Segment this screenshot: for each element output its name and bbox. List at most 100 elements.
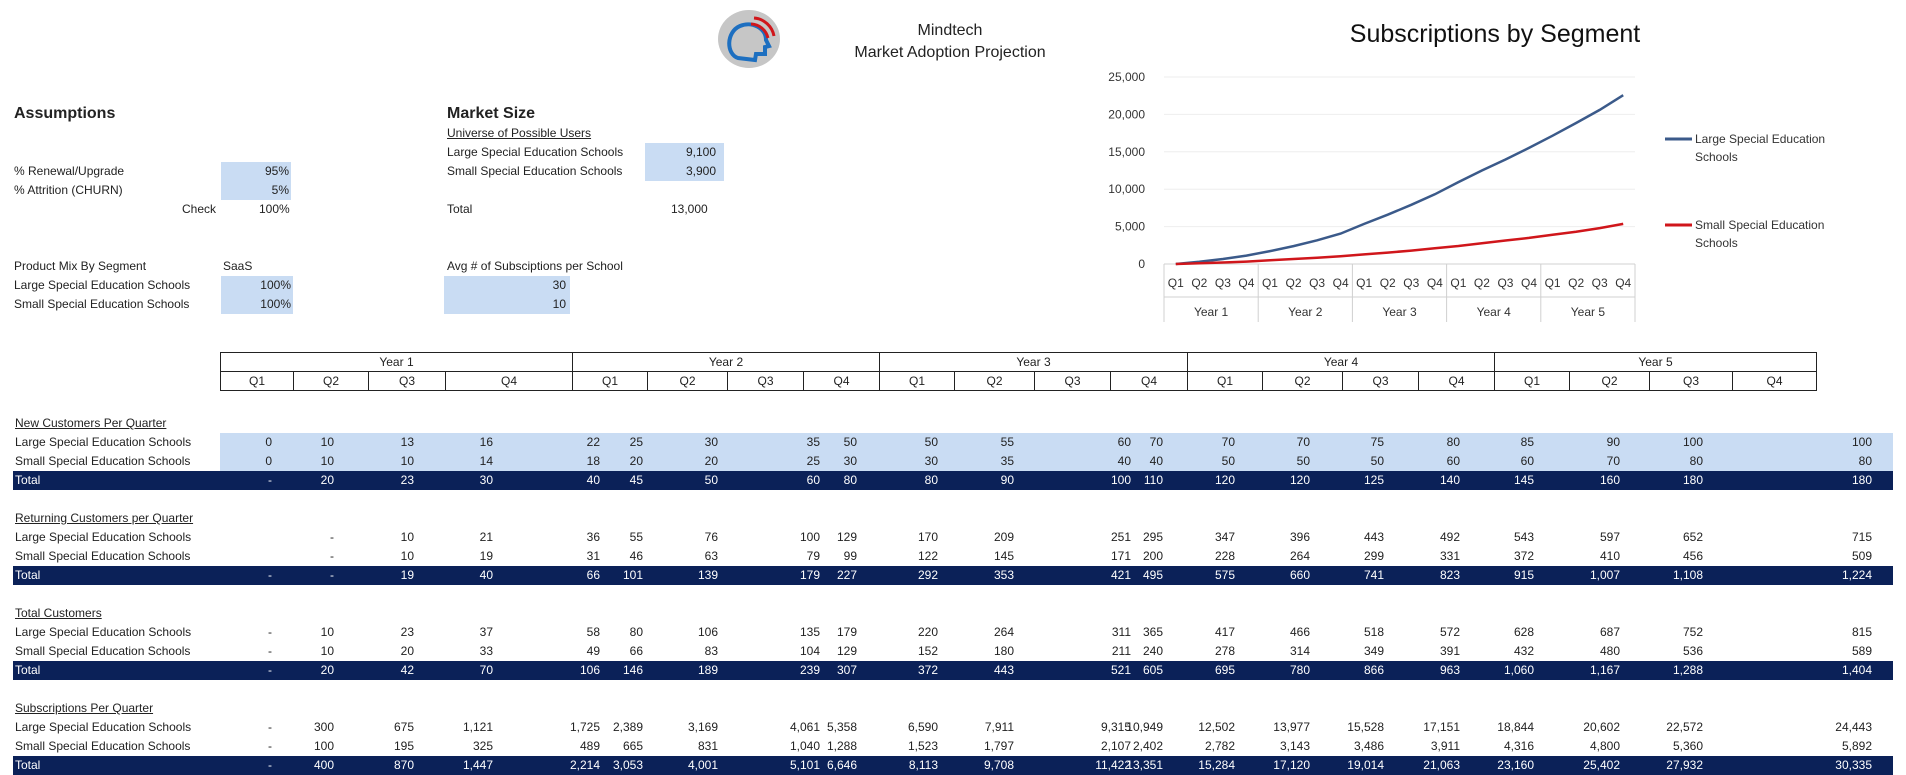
avg-small-input[interactable]: 10 xyxy=(444,295,570,314)
table-cell[interactable]: 25 xyxy=(629,435,643,449)
mix-large-input[interactable]: 100% xyxy=(221,276,293,295)
table-cell[interactable]: 30 xyxy=(704,435,718,449)
table-cell[interactable]: 13 xyxy=(400,435,414,449)
table-cell[interactable]: 40 xyxy=(1149,454,1163,468)
table-cell: 521 xyxy=(1110,663,1131,677)
table-cell: - xyxy=(330,549,334,563)
table-cell[interactable]: 18 xyxy=(586,454,600,468)
head-profile-icon xyxy=(716,8,782,70)
table-cell[interactable]: 60 xyxy=(1117,435,1131,449)
table-cell[interactable]: 50 xyxy=(843,435,857,449)
table-cell: 6,590 xyxy=(907,720,938,734)
renewal-input[interactable]: 95% xyxy=(221,162,291,181)
table-cell[interactable]: 22 xyxy=(586,435,600,449)
table-cell[interactable]: 75 xyxy=(1370,435,1384,449)
table-cell: 180 xyxy=(1682,473,1703,487)
table-cell: 4,316 xyxy=(1503,739,1534,753)
market-large-input[interactable]: 9,100 xyxy=(645,143,724,162)
table-cell: 741 xyxy=(1363,568,1384,582)
table-cell: 42 xyxy=(400,663,414,677)
table-cell[interactable]: 10 xyxy=(400,454,414,468)
market-small-input[interactable]: 3,900 xyxy=(645,162,724,181)
table-cell[interactable]: 55 xyxy=(1000,435,1014,449)
table-cell: 400 xyxy=(313,758,334,772)
table-cell[interactable]: 60 xyxy=(1520,454,1534,468)
table-cell: 25,402 xyxy=(1583,758,1620,772)
quarter-header: Q1 xyxy=(572,371,648,391)
x-tick-label: Q1 xyxy=(1450,276,1466,290)
quarter-header: Q4 xyxy=(1732,371,1817,391)
table-cell: 1,167 xyxy=(1589,663,1620,677)
series-line xyxy=(1175,94,1624,266)
table-cell[interactable]: 10 xyxy=(320,435,334,449)
quarter-header: Q4 xyxy=(1110,371,1188,391)
table-cell[interactable]: 85 xyxy=(1520,435,1534,449)
table-cell: 160 xyxy=(1599,473,1620,487)
table-cell[interactable]: 70 xyxy=(1149,435,1163,449)
attrition-input[interactable]: 5% xyxy=(221,181,291,200)
table-cell[interactable]: 70 xyxy=(1221,435,1235,449)
table-cell: 23 xyxy=(400,473,414,487)
row-label: Large Special Education Schools xyxy=(15,435,192,449)
table-cell: 652 xyxy=(1682,530,1703,544)
table-cell[interactable]: 80 xyxy=(1689,454,1703,468)
table-cell[interactable]: 60 xyxy=(1446,454,1460,468)
quarter-header: Q2 xyxy=(954,371,1035,391)
table-cell: 715 xyxy=(1851,530,1872,544)
table-cell[interactable]: 16 xyxy=(479,435,493,449)
y-tick-label: 10,000 xyxy=(1108,182,1145,196)
avg-subscriptions-label: Avg # of Subsciptions per School xyxy=(447,259,623,273)
table-cell[interactable]: 50 xyxy=(924,435,938,449)
table-cell[interactable]: 50 xyxy=(1221,454,1235,468)
market-large-label: Large Special Education Schools xyxy=(447,145,624,159)
table-row: Small Special Education Schools 0 10 10 14 18… xyxy=(13,452,1893,471)
year-label: Year 4 xyxy=(1477,305,1512,319)
table-cell: 80 xyxy=(629,625,643,639)
x-tick-label: Q3 xyxy=(1215,276,1231,290)
table-cell[interactable]: 90 xyxy=(1606,435,1620,449)
quarter-header: Q2 xyxy=(647,371,728,391)
table-cell: 314 xyxy=(1289,644,1310,658)
table-cell: 100 xyxy=(799,530,820,544)
table-cell: 189 xyxy=(697,663,718,677)
table-cell[interactable]: 40 xyxy=(1117,454,1131,468)
table-cell[interactable]: 70 xyxy=(1606,454,1620,468)
table-cell[interactable]: 0 xyxy=(265,435,272,449)
table-cell: 101 xyxy=(622,568,643,582)
table-cell: 104 xyxy=(799,644,820,658)
table-cell[interactable]: 0 xyxy=(265,454,272,468)
table-cell[interactable]: 100 xyxy=(1851,435,1872,449)
table-cell[interactable]: 30 xyxy=(843,454,857,468)
table-cell[interactable]: 50 xyxy=(1296,454,1310,468)
table-cell: 139 xyxy=(697,568,718,582)
table-cell: 228 xyxy=(1214,549,1235,563)
x-tick-label: Q1 xyxy=(1168,276,1184,290)
quarter-header: Q3 xyxy=(1342,371,1419,391)
table-cell: 83 xyxy=(704,644,718,658)
table-cell: 752 xyxy=(1682,625,1703,639)
table-cell: 240 xyxy=(1142,644,1163,658)
table-cell[interactable]: 100 xyxy=(1682,435,1703,449)
row-label: Small Special Education Schools xyxy=(15,644,191,658)
table-cell[interactable]: 25 xyxy=(806,454,820,468)
table-cell[interactable]: 14 xyxy=(479,454,493,468)
mix-small-input[interactable]: 100% xyxy=(221,295,293,314)
table-cell[interactable]: 35 xyxy=(1000,454,1014,468)
table-cell[interactable]: 80 xyxy=(1858,454,1872,468)
row-label: Small Special Education Schools xyxy=(15,549,191,563)
renewal-label: % Renewal/Upgrade xyxy=(14,164,125,178)
table-row: Small Special Education Schools - 10 19 31 46… xyxy=(13,547,1893,566)
legend-label: Schools xyxy=(1695,236,1738,250)
table-cell[interactable]: 70 xyxy=(1296,435,1310,449)
avg-large-input[interactable]: 30 xyxy=(444,276,570,295)
table-cell[interactable]: 10 xyxy=(320,454,334,468)
table-cell[interactable]: 20 xyxy=(704,454,718,468)
table-cell[interactable]: 50 xyxy=(1370,454,1384,468)
table-row: Large Special Education Schools - 300 675 1,… xyxy=(13,718,1893,737)
total-row: Total - 20 23 30 40 45 50 60 80 80 90 100 110 120 120 12… xyxy=(13,471,1893,490)
table-cell[interactable]: 35 xyxy=(806,435,820,449)
table-cell[interactable]: 30 xyxy=(924,454,938,468)
table-cell[interactable]: 20 xyxy=(629,454,643,468)
legend-label: Schools xyxy=(1695,150,1738,164)
table-cell[interactable]: 80 xyxy=(1446,435,1460,449)
